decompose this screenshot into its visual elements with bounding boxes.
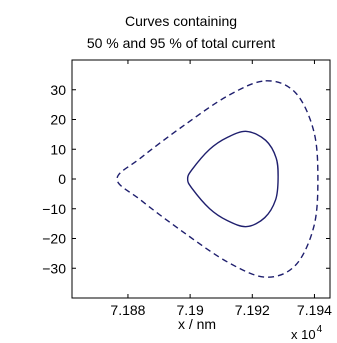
chart-title-line-2: 50 % and 95 % of total current — [87, 35, 275, 51]
series-line-1-solid — [186, 130, 279, 228]
y-tick-label: 0 — [58, 171, 66, 187]
y-tick-label: −30 — [42, 260, 66, 276]
y-tick-label: 20 — [50, 112, 66, 128]
x-tick-label: 7.192 — [235, 302, 270, 318]
x-axis-multiplier-exponent: 4 — [317, 324, 323, 335]
x-axis-multiplier: x 104 — [291, 324, 323, 342]
x-tick-label: 7.19 — [176, 302, 203, 318]
axes-layer: 7.188 7.19 7.192 7.194 30 20 10 0 −10 −20 −30 — [42, 60, 332, 318]
series-layer — [116, 80, 319, 278]
x-axis-label: x / nm — [178, 316, 216, 332]
x-tick-label: 7.188 — [110, 302, 145, 318]
x-tick-label: 7.194 — [297, 302, 332, 318]
y-tick-label: 10 — [50, 141, 66, 157]
plot-area-frame — [71, 59, 331, 299]
x-axis-multiplier-base: x 10 — [291, 327, 316, 342]
y-tick-label: −10 — [42, 201, 66, 217]
y-tick-label: −20 — [42, 231, 66, 247]
chart-title-line-1: Curves containing — [125, 13, 237, 29]
series-line-2-dashed — [116, 80, 319, 278]
y-tick-label: 30 — [50, 82, 66, 98]
